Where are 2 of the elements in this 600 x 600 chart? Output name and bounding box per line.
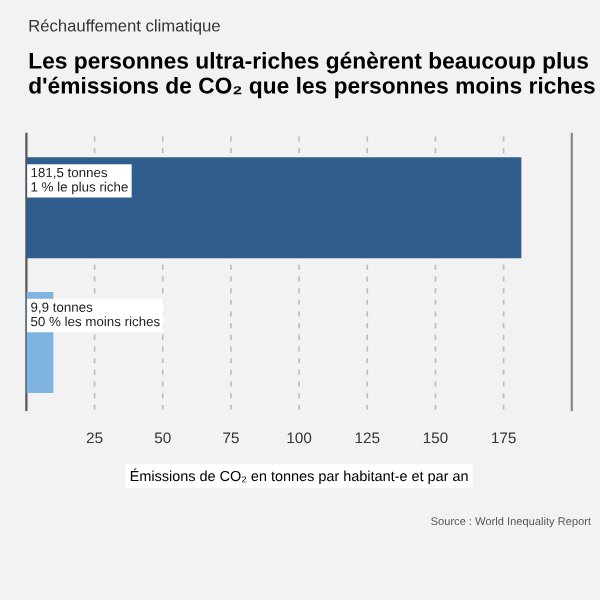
chart-subtitle: Réchauffement climatique <box>29 19 220 35</box>
chart-title: Les personnes ultra-riches génèrent beaucoup plus d'émissions de CO₂ que les personnes moins riches <box>29 51 595 99</box>
